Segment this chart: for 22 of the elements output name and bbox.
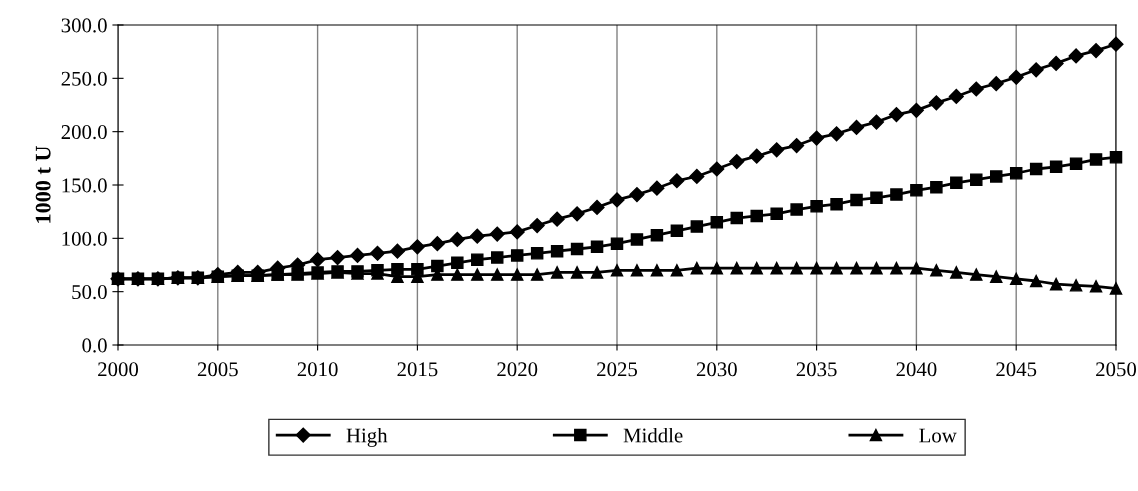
y-tick-label: 250.0 bbox=[61, 71, 107, 86]
y-tick-label: 200.0 bbox=[61, 125, 107, 140]
x-tick-label: 2045 bbox=[996, 362, 1037, 377]
y-tick-label: 50.0 bbox=[72, 285, 107, 300]
x-tick-label: 2025 bbox=[597, 362, 638, 377]
x-tick-label: 2035 bbox=[796, 362, 837, 377]
x-tick-label: 2030 bbox=[696, 362, 737, 377]
x-tick-label: 2040 bbox=[896, 362, 937, 377]
y-tick-label: 100.0 bbox=[62, 231, 107, 246]
y-axis-title: 1000 t U bbox=[35, 146, 51, 223]
y-tick-label: 300.0 bbox=[61, 18, 107, 33]
legend-label: High bbox=[346, 427, 388, 447]
y-tick-label: 0.0 bbox=[82, 338, 107, 353]
x-tick-label: 2015 bbox=[397, 362, 438, 377]
legend-label: Middle bbox=[623, 427, 683, 443]
legend-label: Low bbox=[919, 428, 957, 443]
x-tick-label: 2050 bbox=[1096, 362, 1137, 377]
x-tick-label: 2000 bbox=[98, 362, 139, 377]
x-tick-label: 2005 bbox=[197, 362, 238, 377]
x-tick-label: 2020 bbox=[497, 362, 538, 377]
x-tick-label: 2010 bbox=[297, 362, 338, 377]
y-tick-label: 150.0 bbox=[62, 178, 107, 193]
